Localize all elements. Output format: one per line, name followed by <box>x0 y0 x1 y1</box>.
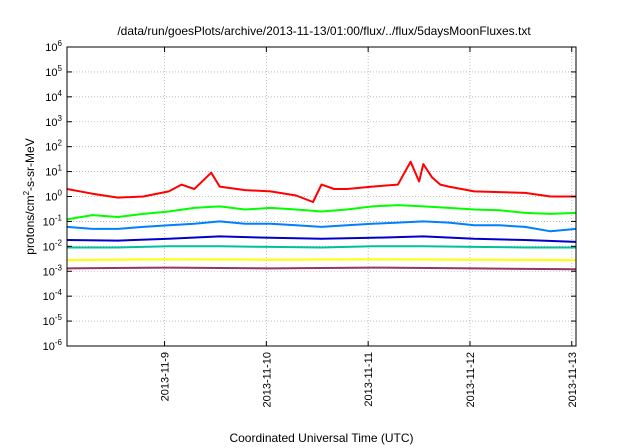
series-line <box>66 235 577 243</box>
y-tick-label: 10-6 <box>43 338 63 353</box>
x-tick-label: 2013-11-12 <box>465 352 477 407</box>
y-tick-exponent: -6 <box>55 338 63 347</box>
y-tick-base: 10 <box>43 266 55 278</box>
y-tick-exponent: 3 <box>58 114 63 123</box>
y-tick-label: 102 <box>45 139 62 154</box>
y-tick-base: 10 <box>43 216 55 228</box>
y-tick-base: 10 <box>45 192 57 204</box>
x-axis-label: Coordinated Universal Time (UTC) <box>229 431 413 445</box>
y-axis: 10-610-510-410-310-210-11001011021031041… <box>43 39 576 353</box>
y-tick-label: 10-3 <box>43 263 63 278</box>
y-tick-label: 10-2 <box>43 238 63 253</box>
chart-title: /data/run/goesPlots/archive/2013-11-13/0… <box>117 24 531 38</box>
series-line <box>67 245 576 249</box>
y-axis-label-unit: -s-sr-MeV <box>23 138 37 191</box>
y-tick-exponent: 4 <box>58 89 63 98</box>
y-tick-label: 105 <box>45 64 62 79</box>
x-tick-label: 2013-11-9 <box>160 352 172 401</box>
y-tick-base: 10 <box>43 316 55 328</box>
y-tick-exponent: 5 <box>58 64 63 73</box>
y-tick-exponent: 0 <box>58 189 63 198</box>
y-tick-base: 10 <box>45 92 57 104</box>
y-tick-base: 10 <box>43 241 55 253</box>
y-tick-exponent: -5 <box>55 313 63 322</box>
y-tick-exponent: 1 <box>58 164 63 173</box>
x-axis: 2013-11-9 2013-11-10 2013-11-11 2013-11-12 2… <box>160 47 579 407</box>
data-series <box>66 160 577 271</box>
y-axis-label: protons/cm2-s-sr-MeV <box>22 138 37 254</box>
y-tick-label: 100 <box>45 189 62 204</box>
y-tick-label: 106 <box>45 39 62 54</box>
series-line <box>66 204 577 221</box>
y-tick-exponent: -1 <box>55 213 63 222</box>
y-tick-label: 101 <box>45 164 62 179</box>
series-line <box>66 266 577 271</box>
y-tick-exponent: -3 <box>55 263 63 272</box>
x-tick-label: 2013-11-11 <box>363 352 375 407</box>
y-tick-base: 10 <box>45 117 57 129</box>
y-tick-exponent: -2 <box>55 238 63 247</box>
y-tick-base: 10 <box>45 142 57 154</box>
series-line <box>66 220 577 233</box>
x-tick-label: 2013-11-10 <box>261 352 273 407</box>
y-tick-base: 10 <box>45 167 57 179</box>
y-tick-exponent: 6 <box>58 39 63 48</box>
y-tick-label: 103 <box>45 114 62 129</box>
y-tick-label: 10-4 <box>43 288 63 303</box>
y-tick-base: 10 <box>43 341 55 353</box>
y-tick-exponent: -4 <box>55 288 63 297</box>
y-axis-label-main: protons/cm <box>23 195 37 254</box>
series-line <box>66 160 576 203</box>
y-tick-base: 10 <box>43 291 55 303</box>
y-tick-label: 104 <box>45 89 62 104</box>
y-tick-label: 10-5 <box>43 313 63 328</box>
y-tick-exponent: 2 <box>58 139 63 148</box>
x-tick-label: 2013-11-13 <box>567 352 579 407</box>
y-tick-base: 10 <box>45 67 57 79</box>
y-tick-base: 10 <box>45 42 57 54</box>
y-axis-label-superscript: 2 <box>22 190 31 195</box>
series-line <box>66 258 577 262</box>
y-tick-label: 10-1 <box>43 213 63 228</box>
